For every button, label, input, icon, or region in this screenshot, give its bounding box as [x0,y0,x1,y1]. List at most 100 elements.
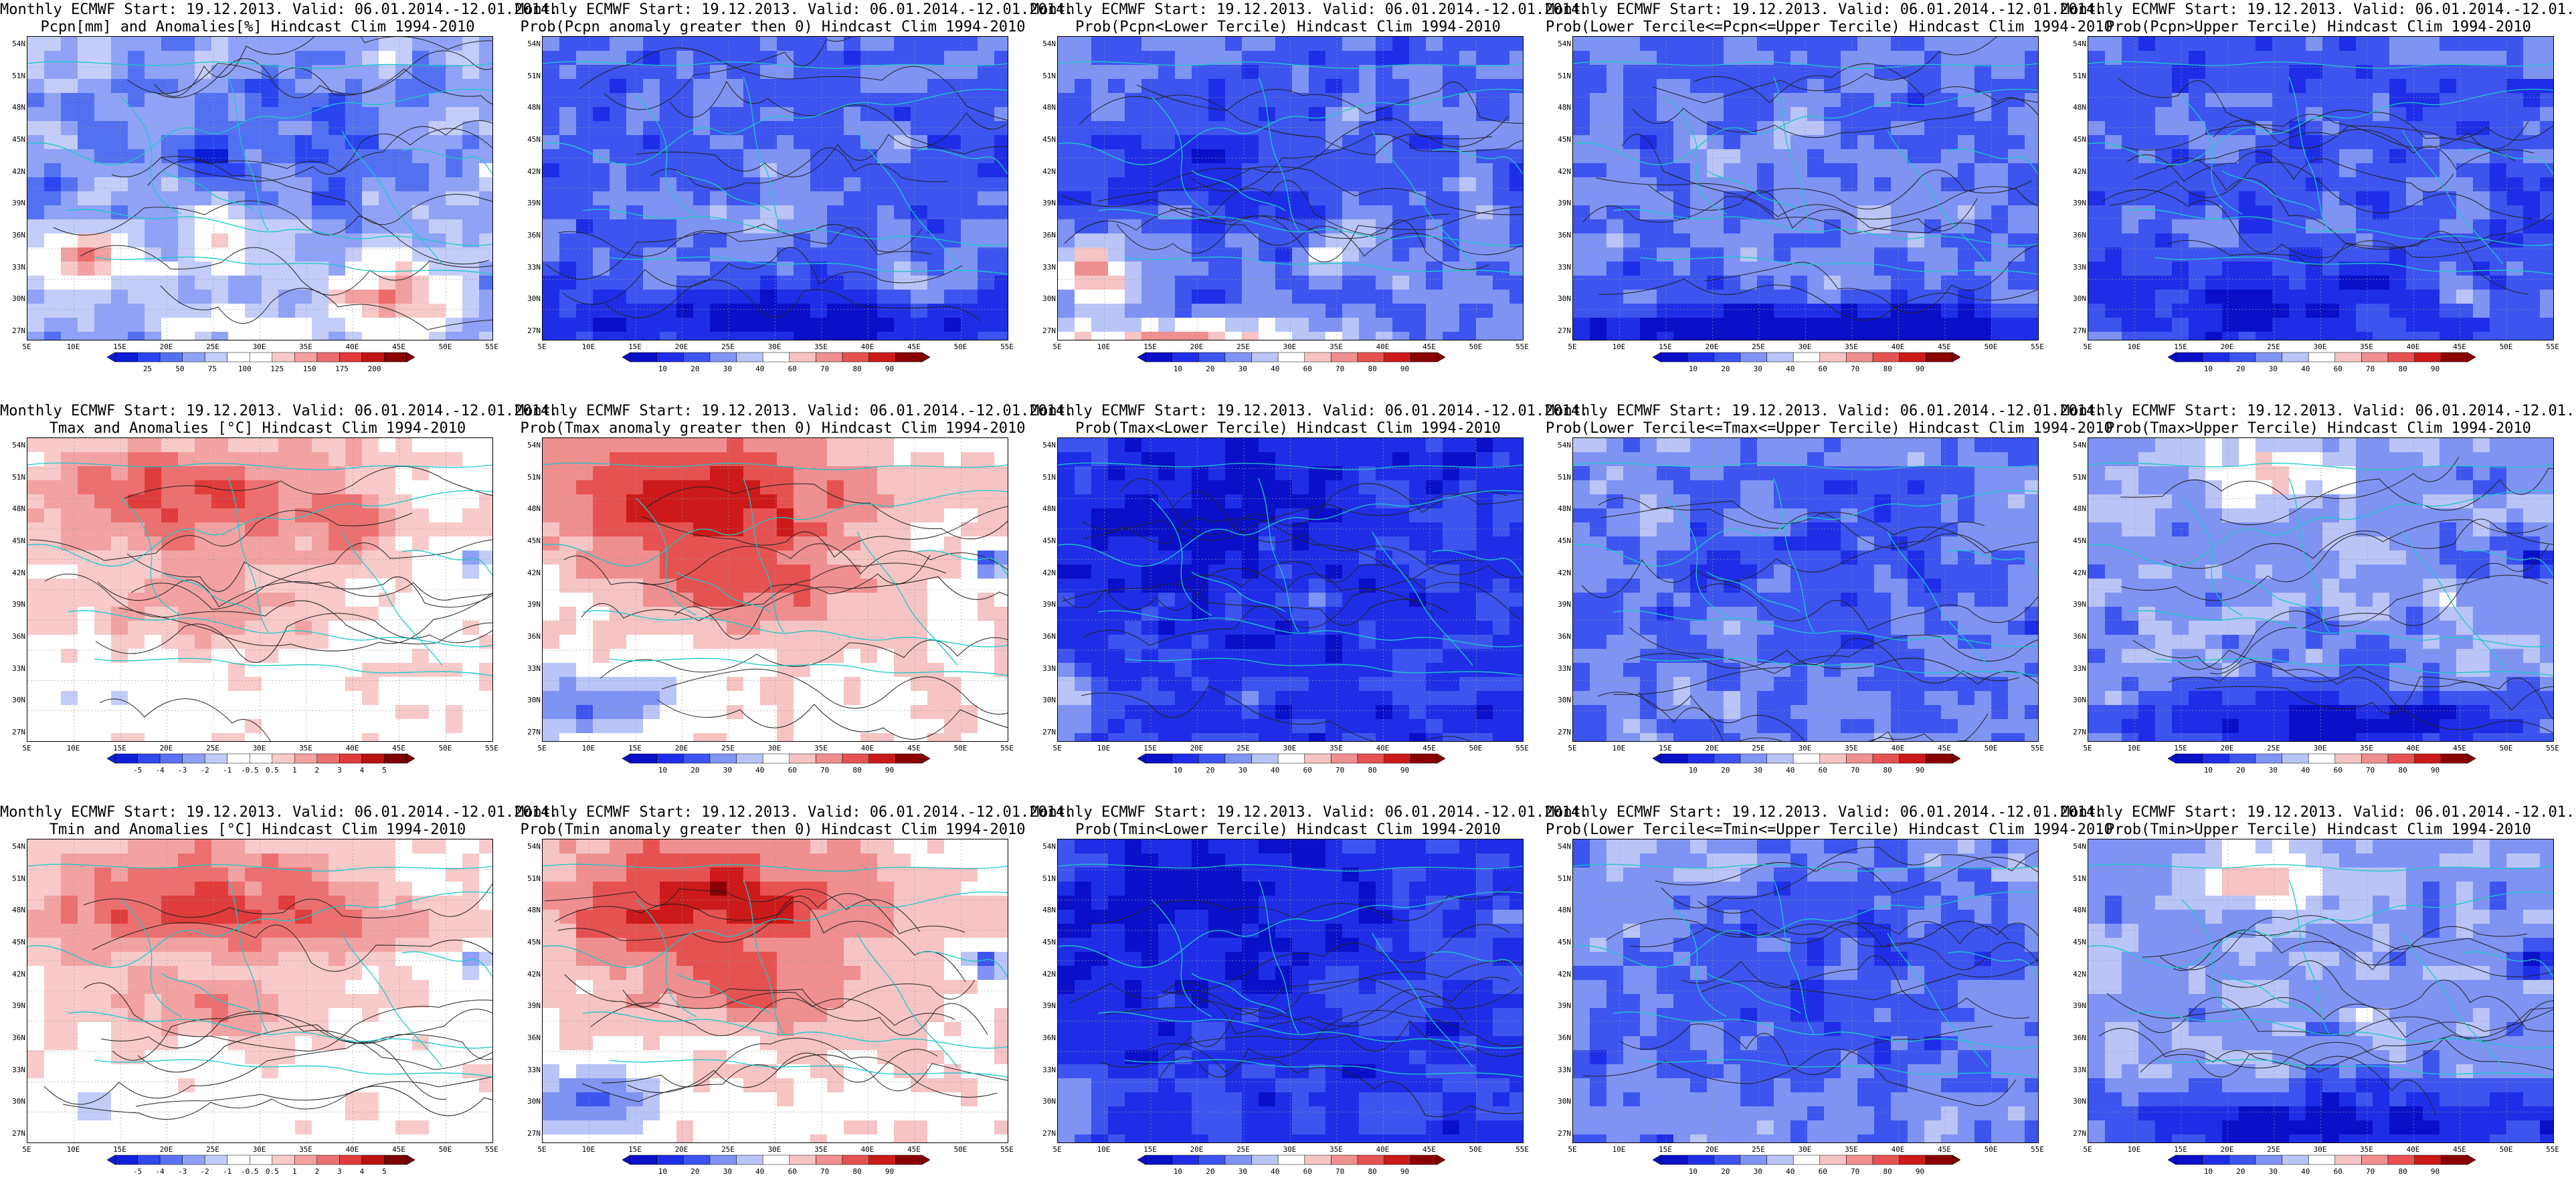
field-cell [1958,65,1975,80]
field-cell [1493,205,1510,220]
field-cell [660,677,677,692]
field-cell [944,466,961,481]
climatology-contour [1170,208,1523,257]
field-cell [593,438,610,453]
field-cell [1342,149,1360,164]
field-cell [877,536,895,551]
field-cell [1724,332,1741,340]
colorbar-label: 60 [788,766,797,775]
field-cell [379,205,396,220]
field-cell [676,494,694,509]
field-cell [2540,219,2553,234]
field-cell [2322,121,2340,136]
field-cell [145,607,162,621]
field-cell [2506,233,2524,248]
field-cell [362,51,379,66]
field-cell [676,621,694,635]
coastline [2181,96,2243,215]
field-cell [94,79,112,94]
field-cell [412,177,430,192]
field-cell [2540,304,2553,318]
field-cell [1640,304,1657,318]
field-cell [446,452,463,467]
field-cell [262,107,279,122]
field-cell [262,480,279,495]
longitude-tick-label: 50E [438,342,452,351]
field-cell [643,163,660,178]
field-cell [1774,233,1791,248]
field-cell [810,677,828,692]
field-cell [429,691,446,706]
field-cell [894,191,911,206]
field-cell [329,304,346,318]
field-cell [1573,51,1590,66]
climatology-contour [1648,185,2038,229]
field-cell [1158,466,1176,481]
colorbar-label: 20 [1721,365,1730,373]
field-cell [145,452,162,467]
field-cell [2339,107,2357,122]
field-cell [195,550,212,565]
field-cell [379,494,396,509]
field-cell [1874,276,1892,290]
field-cell [2289,332,2306,340]
field-cell [195,719,212,734]
field-cell [2256,276,2273,290]
field-cell [2423,121,2440,136]
field-cell [2256,205,2273,220]
field-cell [978,677,995,692]
field-cell [228,607,246,621]
field-cell [1058,276,1075,290]
field-cell [1690,51,1708,66]
field-cell [2155,135,2173,150]
field-cell [161,508,179,523]
field-cell [1309,121,1326,136]
field-cell [894,219,911,234]
field-cell [295,494,312,509]
field-cell [312,705,329,720]
field-cell [1857,191,1875,206]
field-cell [1091,79,1109,94]
field-cell [278,607,296,621]
colorbar-label: -2 [200,766,209,775]
field-cell [1275,262,1293,276]
field-cell [676,452,694,467]
field-cell [379,733,396,741]
colorbar-swatch [683,753,711,764]
field-cell [543,37,560,52]
field-cell [2356,262,2373,276]
field-cell [810,233,828,248]
field-cell [576,649,593,664]
field-cell [961,677,978,692]
field-cell [660,135,677,150]
field-cell [2155,51,2173,66]
field-cell [827,677,844,692]
field-cell [295,550,312,565]
field-cell [1841,163,1858,178]
field-cell [827,621,844,635]
field-cell [676,247,694,262]
field-cell [944,663,961,678]
field-cell [78,635,95,649]
field-cell [810,219,828,234]
field-cell [911,290,928,304]
field-cell [676,65,694,80]
field-cell [27,480,45,495]
latitude-tick-label: 48N [12,103,25,112]
field-cell [961,522,978,537]
field-cell [1974,332,1992,340]
longitude-tick-label: 25E [721,342,735,351]
field-cell [894,494,911,509]
field-cell [2356,318,2373,332]
field-cell [1493,79,1510,94]
field-cell [2172,37,2189,52]
field-cell [1857,149,1875,164]
field-cell [2339,37,2357,52]
field-cell [1657,276,1674,290]
field-cell [145,565,162,579]
field-cell [710,593,727,607]
field-cell [1091,107,1109,122]
field-cell [978,663,995,678]
longitude-tick-label: 20E [1705,342,1719,351]
colorbar-label: 90 [885,365,895,373]
